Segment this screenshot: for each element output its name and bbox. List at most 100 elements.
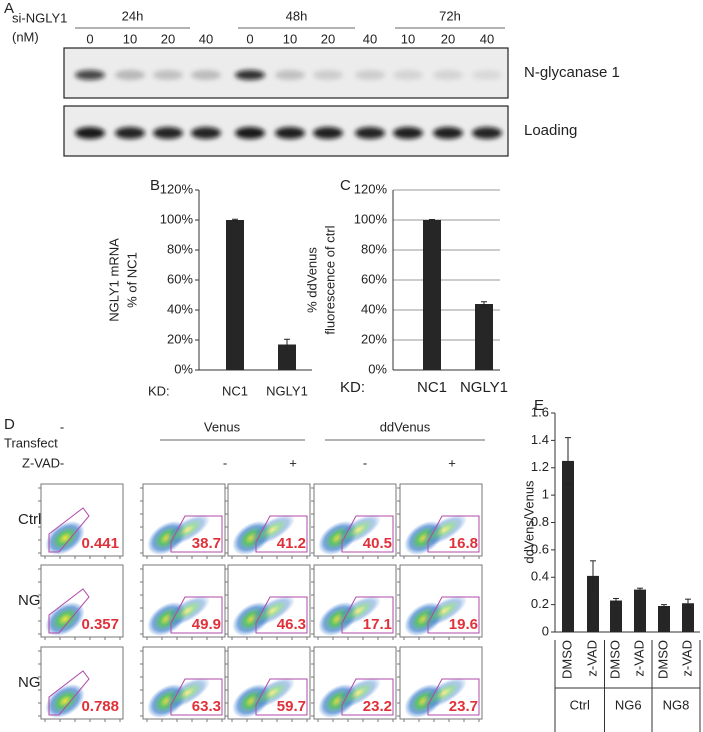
x-tick-label: z-VAD: [631, 640, 646, 677]
lane-label: 40: [199, 31, 213, 46]
flow-density: [420, 677, 468, 709]
band: [153, 70, 183, 80]
gate-percentage: 41.2: [277, 535, 306, 552]
x-tick-label: z-VAD: [679, 640, 694, 677]
treatment-label: si-NGLY1: [12, 10, 67, 25]
flow-gate: [255, 678, 308, 716]
band: [433, 127, 463, 139]
flow-gate: [341, 596, 394, 634]
y-tick-label: 0.6: [531, 541, 549, 556]
flow-gate: [341, 515, 394, 553]
flow-density: [420, 514, 468, 546]
group-label: Ctrl: [570, 697, 590, 712]
unit-label: (nM): [12, 29, 39, 44]
category-prefix: KD:: [148, 383, 170, 398]
gate-percentage: 23.7: [449, 698, 478, 715]
bar: [562, 460, 574, 632]
y-tick-label: 40%: [167, 301, 193, 316]
y-tick-label: 0: [542, 623, 549, 638]
gate-percentage: 16.8: [449, 535, 478, 552]
flow-density: [163, 514, 211, 546]
group-label: NG6: [615, 697, 642, 712]
flow-gate: [341, 678, 394, 716]
band: [433, 70, 463, 80]
x-tick-label: NC1: [222, 383, 248, 398]
lane-label: 20: [321, 31, 335, 46]
gate-percentage: 23.2: [363, 698, 392, 715]
zvad-sign: +: [448, 455, 456, 470]
lane-label: 0: [86, 31, 93, 46]
timepoint-label: 24h: [122, 8, 144, 23]
blot-row-label: Loading: [524, 122, 577, 139]
band: [191, 127, 221, 139]
y-axis-label: fluorescence of ctrl: [322, 225, 337, 334]
zvad-sign: -: [363, 455, 367, 470]
flow-density: [420, 595, 468, 627]
y-axis-label: ddVens/Venus: [521, 480, 536, 564]
gate-percentage: 59.7: [277, 698, 306, 715]
gate-percentage: 63.3: [192, 698, 221, 715]
gate-percentage: 38.7: [192, 535, 221, 552]
bar: [475, 304, 493, 370]
flow-gate: [255, 515, 308, 553]
flow-gate: [255, 596, 308, 634]
bar: [634, 589, 646, 632]
timepoint-label: 48h: [286, 8, 308, 23]
y-tick-label: 1.2: [531, 459, 549, 474]
gate-percentage: 40.5: [363, 535, 392, 552]
bar: [587, 575, 599, 632]
band: [393, 70, 423, 80]
y-tick-label: 40%: [361, 301, 387, 316]
band: [313, 70, 343, 80]
flow-density: [334, 595, 382, 627]
band: [153, 127, 183, 139]
panel-label: A: [4, 0, 14, 17]
panel-label: D: [4, 416, 15, 433]
bar: [278, 344, 296, 370]
y-axis-label: NGLY1 mRNA: [106, 238, 121, 322]
gate-percentage: 0.441: [81, 535, 119, 552]
zvad-sign: -: [60, 455, 64, 470]
y-tick-label: 80%: [167, 241, 193, 256]
lane-label: 20: [161, 31, 175, 46]
band: [313, 127, 343, 139]
band: [393, 127, 423, 139]
x-tick-label: NGLY1: [460, 379, 508, 396]
flow-gate: [427, 678, 480, 716]
band: [355, 127, 385, 139]
lane-label: 0: [246, 31, 253, 46]
zvad-label: Z-VAD: [22, 455, 60, 470]
y-tick-label: 60%: [167, 271, 193, 286]
y-tick-label: 120%: [160, 181, 194, 196]
flow-density: [248, 595, 296, 627]
y-tick-label: 0%: [368, 361, 387, 376]
flow-gate: [170, 678, 223, 716]
lane-label: 20: [441, 31, 455, 46]
lane-label: 10: [401, 31, 415, 46]
x-tick-label: DMSO: [655, 640, 670, 679]
flow-density: [163, 677, 211, 709]
flow-gate: [427, 596, 480, 634]
x-tick-label: NC1: [417, 379, 447, 396]
flow-gate: [170, 596, 223, 634]
band: [115, 127, 145, 139]
flow-density: [334, 677, 382, 709]
y-tick-label: 60%: [361, 271, 387, 286]
blot-row-label: N-glycanase 1: [524, 64, 620, 81]
band: [472, 70, 502, 80]
y-tick-label: 1.4: [531, 432, 549, 447]
bar: [682, 603, 694, 632]
band: [275, 70, 305, 80]
bar: [658, 605, 670, 632]
y-tick-label: 0.2: [531, 596, 549, 611]
panel-label: E: [534, 397, 544, 414]
band: [115, 70, 145, 80]
x-tick-label: z-VAD: [584, 640, 599, 677]
band: [472, 127, 502, 139]
y-tick-label: 120%: [354, 181, 388, 196]
flow-gate: [48, 670, 90, 716]
band: [355, 70, 385, 80]
y-axis-label: % of NC1: [124, 252, 139, 308]
y-tick-label: 0.4: [531, 569, 549, 584]
